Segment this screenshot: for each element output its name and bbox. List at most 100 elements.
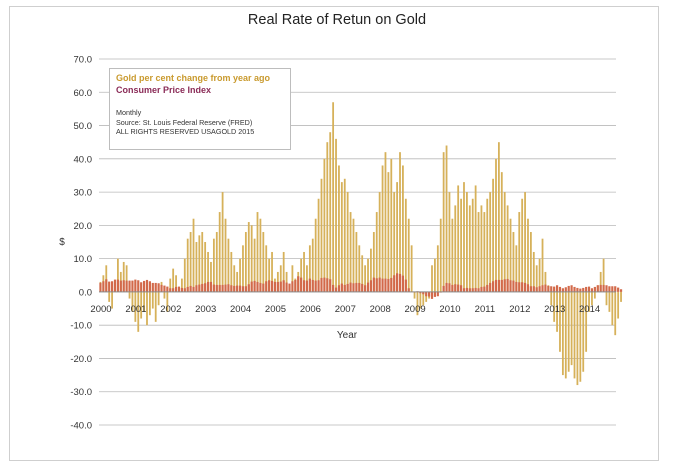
cpi-bar bbox=[241, 286, 245, 292]
cpi-bar bbox=[195, 285, 198, 292]
cpi-bar bbox=[462, 288, 466, 292]
cpi-bar bbox=[448, 283, 451, 292]
cpi-bar bbox=[460, 285, 463, 292]
cpi-bar bbox=[253, 280, 256, 292]
gold-bar bbox=[591, 291, 593, 306]
gold-bar bbox=[215, 232, 218, 292]
gold-bar bbox=[192, 218, 195, 292]
gold-bar bbox=[346, 192, 349, 292]
x-tick-label: 2002 bbox=[160, 304, 181, 315]
legend-note-rights: ALL RIGHTS RESERVED USAGOLD 2015 bbox=[116, 127, 255, 136]
gold-bar bbox=[518, 212, 521, 292]
gold-bar bbox=[204, 242, 207, 292]
gold-bar bbox=[169, 278, 172, 292]
gold-bar bbox=[291, 265, 294, 292]
cpi-bar bbox=[518, 282, 521, 292]
gold-bar bbox=[617, 291, 620, 319]
cpi-bar bbox=[465, 287, 468, 292]
gold-bar bbox=[343, 178, 346, 292]
cpi-bar bbox=[186, 286, 189, 292]
y-tick-label: -10.0 bbox=[70, 321, 92, 332]
cpi-bar bbox=[270, 280, 274, 292]
cpi-bar bbox=[515, 281, 518, 292]
gold-bar bbox=[497, 142, 500, 292]
cpi-bar bbox=[526, 284, 530, 292]
gold-bar bbox=[495, 158, 497, 292]
cpi-bar bbox=[422, 291, 425, 295]
gold-bar bbox=[608, 291, 611, 312]
gold-bar bbox=[134, 291, 137, 322]
cpi-bar bbox=[279, 281, 282, 292]
y-tick-label: 70.0 bbox=[74, 55, 93, 66]
gold-bar bbox=[515, 245, 518, 292]
cpi-bar bbox=[541, 285, 544, 292]
cpi-bar bbox=[564, 287, 567, 292]
cpi-bar bbox=[244, 286, 247, 292]
gold-bar bbox=[183, 258, 186, 292]
gold-bar bbox=[370, 248, 372, 292]
cpi-bar bbox=[602, 284, 605, 292]
gold-bar bbox=[175, 275, 177, 292]
gold-bar bbox=[210, 261, 212, 292]
gold-bar bbox=[140, 291, 143, 319]
cpi-bar bbox=[366, 282, 370, 292]
cpi-bar bbox=[407, 288, 410, 292]
gold-bar bbox=[556, 291, 558, 332]
cpi-bar bbox=[480, 286, 483, 292]
x-tick-label: 2009 bbox=[405, 304, 426, 315]
gold-bar bbox=[143, 291, 145, 312]
gold-bar bbox=[529, 232, 532, 292]
y-tick-label: 20.0 bbox=[74, 221, 93, 232]
gold-bar bbox=[375, 212, 378, 292]
cpi-bar bbox=[579, 288, 582, 292]
gold-bar bbox=[111, 291, 113, 309]
gold-bar bbox=[434, 258, 436, 292]
gold-bar bbox=[303, 251, 305, 292]
gold-bar bbox=[128, 291, 131, 299]
cpi-bar bbox=[250, 281, 253, 292]
cpi-bar bbox=[396, 273, 399, 292]
cpi-bar bbox=[282, 280, 285, 292]
cpi-bar bbox=[174, 286, 178, 292]
cpi-bar bbox=[116, 279, 119, 292]
legend-item-gold: Gold per cent change from year ago bbox=[116, 73, 271, 83]
x-tick-label: 2004 bbox=[230, 304, 251, 315]
cpi-bar bbox=[177, 286, 181, 292]
cpi-bar bbox=[567, 285, 570, 292]
cpi-bar bbox=[204, 283, 207, 292]
cpi-bar bbox=[547, 285, 550, 292]
gold-bar bbox=[259, 218, 262, 292]
x-tick-label: 2011 bbox=[475, 304, 495, 315]
cpi-bar bbox=[326, 278, 329, 292]
cpi-bar bbox=[102, 281, 105, 292]
gold-bar bbox=[180, 278, 183, 292]
cpi-bar bbox=[512, 280, 515, 292]
cpi-bar bbox=[617, 287, 620, 292]
cpi-bar bbox=[113, 279, 117, 292]
cpi-bar bbox=[614, 286, 617, 292]
gold-bar bbox=[364, 265, 367, 292]
cpi-bar bbox=[442, 285, 445, 292]
gold-bar bbox=[189, 232, 192, 292]
gold-bar bbox=[256, 212, 259, 292]
gold-bar bbox=[564, 291, 567, 379]
cpi-bar bbox=[209, 281, 213, 292]
x-tick-label: 2000 bbox=[90, 304, 111, 315]
cpi-bar bbox=[384, 278, 387, 292]
cpi-bar bbox=[445, 282, 448, 292]
cpi-bar bbox=[558, 286, 562, 292]
gold-bar bbox=[338, 165, 340, 292]
legend-note-source: Source: St. Louis Federal Reserve (FRED) bbox=[116, 117, 253, 127]
cpi-bar bbox=[236, 285, 239, 292]
cpi-bar bbox=[291, 281, 294, 292]
y-tick-label: 10.0 bbox=[74, 254, 93, 265]
gold-bar bbox=[105, 265, 108, 292]
cpi-bar bbox=[532, 286, 535, 292]
gold-bar bbox=[352, 218, 355, 292]
cpi-bar bbox=[142, 280, 146, 292]
gold-bar bbox=[151, 291, 154, 309]
gold-bar bbox=[538, 258, 541, 292]
cpi-bar bbox=[180, 287, 183, 292]
gold-bar bbox=[285, 271, 288, 292]
gold-bar bbox=[611, 291, 614, 326]
